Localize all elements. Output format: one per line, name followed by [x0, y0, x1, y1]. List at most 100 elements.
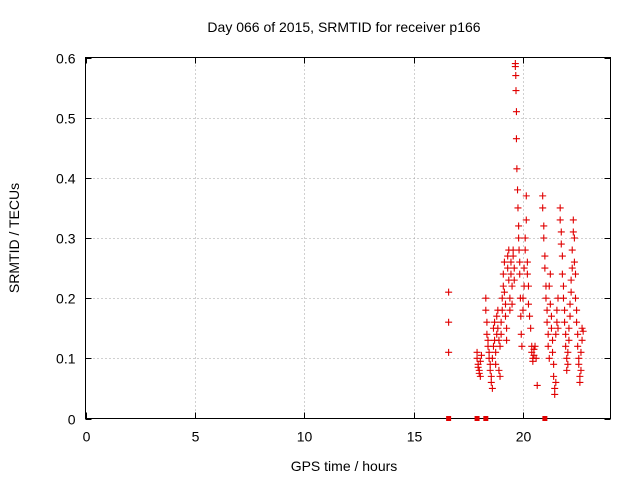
data-point — [476, 372, 484, 380]
data-point — [487, 378, 495, 386]
data-point — [545, 282, 553, 290]
data-point — [445, 348, 453, 356]
data-point — [570, 234, 578, 242]
x-tick-label: 10 — [297, 429, 313, 445]
data-point — [526, 312, 534, 320]
data-point — [498, 294, 506, 302]
data-point — [543, 306, 551, 314]
data-point — [541, 252, 549, 260]
data-point — [575, 360, 583, 368]
data-point — [561, 306, 569, 314]
data-point — [530, 345, 538, 353]
data-point — [559, 282, 567, 290]
data-point — [445, 318, 453, 326]
data-point — [576, 378, 584, 386]
data-point — [549, 336, 557, 344]
data-point — [556, 216, 564, 224]
data-point — [549, 348, 557, 356]
data-point — [512, 108, 520, 116]
y-tick-label: 0.6 — [56, 51, 76, 67]
data-point — [517, 330, 525, 338]
data-point — [578, 324, 586, 332]
data-point — [553, 306, 561, 314]
data-point — [539, 192, 547, 200]
data-point — [572, 270, 579, 278]
data-point — [483, 318, 491, 326]
chart-title: Day 066 of 2015, SRMTID for receiver p16… — [207, 19, 480, 35]
data-point — [579, 327, 587, 335]
data-point — [513, 165, 521, 173]
data-point — [551, 384, 559, 392]
y-tick-label: 0.1 — [56, 351, 76, 367]
y-tick-label: 0.4 — [56, 171, 76, 187]
y-tick-label: 0.5 — [56, 111, 76, 127]
data-point — [553, 318, 561, 326]
data-point — [483, 330, 491, 338]
data-point — [559, 294, 567, 302]
data-point — [569, 228, 577, 236]
data-point — [547, 312, 555, 320]
data-point — [562, 330, 570, 338]
data-point — [502, 300, 509, 308]
data-point — [577, 366, 585, 374]
data-point — [498, 306, 506, 314]
data-point — [499, 282, 507, 290]
data-point — [578, 336, 586, 344]
data-point — [514, 186, 522, 194]
data-point — [494, 324, 502, 332]
data-point — [484, 336, 492, 344]
data-point — [489, 342, 497, 350]
data-point — [487, 372, 495, 380]
data-point — [508, 300, 516, 308]
data-point — [550, 372, 558, 380]
y-tick-label: 0.2 — [56, 291, 76, 307]
data-point — [558, 270, 566, 278]
data-point — [557, 240, 565, 248]
data-point — [531, 342, 539, 350]
data-point — [482, 306, 490, 314]
y-tick-label: 0 — [68, 412, 76, 428]
zero-marker — [446, 416, 452, 421]
x-tick-label: 20 — [516, 429, 532, 445]
x-axis-label: GPS time / hours — [291, 458, 398, 474]
data-point — [488, 384, 496, 392]
data-point — [515, 246, 523, 254]
data-point — [570, 258, 578, 266]
y-axis-label: SRMTID / TECUs — [6, 183, 22, 293]
data-point — [497, 330, 505, 338]
data-point — [500, 258, 508, 266]
zero-marker — [483, 416, 489, 421]
y-tick-label: 0.3 — [56, 231, 76, 247]
data-point — [533, 381, 541, 389]
data-point — [506, 294, 514, 302]
data-point — [477, 351, 485, 359]
data-point — [523, 270, 531, 278]
data-point — [502, 312, 509, 320]
data-point — [564, 348, 572, 356]
data-point — [510, 276, 518, 284]
data-point — [550, 360, 558, 368]
data-point — [503, 336, 511, 344]
data-point — [568, 246, 576, 254]
data-point — [565, 324, 573, 332]
data-point — [544, 342, 552, 350]
data-point — [524, 300, 532, 308]
data-point — [492, 348, 500, 356]
grid-lines — [85, 57, 611, 419]
data-point — [554, 324, 562, 332]
data-point — [519, 306, 527, 314]
data-point — [492, 360, 500, 368]
data-point — [445, 288, 453, 296]
data-point — [575, 354, 583, 362]
data-point — [574, 330, 582, 338]
data-point — [568, 264, 576, 272]
data-point — [551, 390, 559, 398]
data-point — [504, 264, 512, 272]
data-point — [543, 318, 551, 326]
data-point — [540, 234, 548, 242]
data-point — [517, 312, 525, 320]
data-point — [509, 252, 517, 260]
data-point — [486, 366, 494, 374]
data-point — [546, 270, 554, 278]
data-point — [516, 258, 524, 266]
